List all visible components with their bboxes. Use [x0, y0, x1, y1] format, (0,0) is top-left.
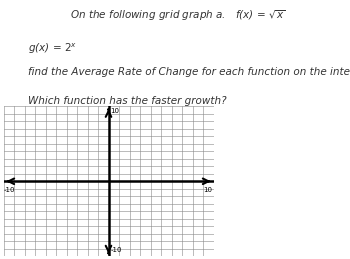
Text: Which function has the faster growth?: Which function has the faster growth? [28, 96, 227, 106]
Text: 10: 10 [203, 187, 212, 193]
Text: g(x) = $2^x$: g(x) = $2^x$ [28, 41, 77, 56]
Text: find the Average Rate of Change for each function on the interval [1,3]: find the Average Rate of Change for each… [28, 67, 350, 77]
Text: -10: -10 [4, 187, 15, 193]
Text: -10: -10 [111, 247, 122, 253]
Text: On the following grid graph a.   f(x) = $\sqrt{x}$: On the following grid graph a. f(x) = $\… [70, 9, 286, 23]
Text: 10: 10 [111, 108, 120, 114]
